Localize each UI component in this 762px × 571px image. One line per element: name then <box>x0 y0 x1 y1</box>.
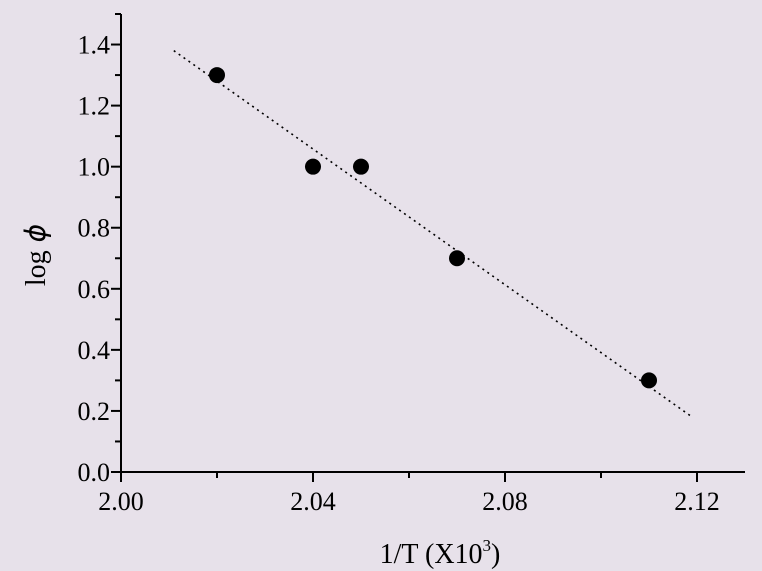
fit-line <box>173 49 693 418</box>
y-tick-label: 1.0 <box>78 153 111 182</box>
y-tick-label: 0.4 <box>78 336 111 365</box>
y-tick-label: 0.0 <box>78 458 111 487</box>
x-axis-title-close: ) <box>491 539 500 570</box>
x-axis-ticks: 2.00 2.04 2.08 2.12 <box>98 472 720 516</box>
data-point <box>449 250 465 267</box>
fit-line-group <box>173 49 693 418</box>
y-tick-label: 1.4 <box>78 31 111 60</box>
y-axis-title: log ϕ <box>19 224 52 286</box>
y-tick-label: 0.8 <box>78 214 111 243</box>
data-point <box>305 158 321 175</box>
x-axis-title: 1/T (X103) <box>380 536 501 570</box>
data-points <box>209 67 657 389</box>
x-tick-label: 2.12 <box>674 487 720 516</box>
y-tick-label: 1.2 <box>78 92 111 121</box>
x-tick-label: 2.04 <box>290 487 336 516</box>
y-tick-label: 0.2 <box>78 397 111 426</box>
y-axis-ticks: 0.0 0.2 0.4 0.6 0.8 1.0 1.2 1.4 <box>78 13 121 487</box>
x-axis-title-superscript: 3 <box>483 536 492 555</box>
data-point <box>209 67 225 84</box>
x-tick-label: 2.00 <box>98 487 144 516</box>
x-axis-title-main: 1/T (X10 <box>380 539 483 570</box>
y-tick-label: 0.6 <box>78 275 111 304</box>
x-tick-label: 2.08 <box>482 487 528 516</box>
data-point <box>353 158 369 175</box>
data-point <box>641 372 657 389</box>
y-axis-title-main: log <box>21 250 52 286</box>
y-axis-title-symbol: ϕ <box>19 224 52 242</box>
